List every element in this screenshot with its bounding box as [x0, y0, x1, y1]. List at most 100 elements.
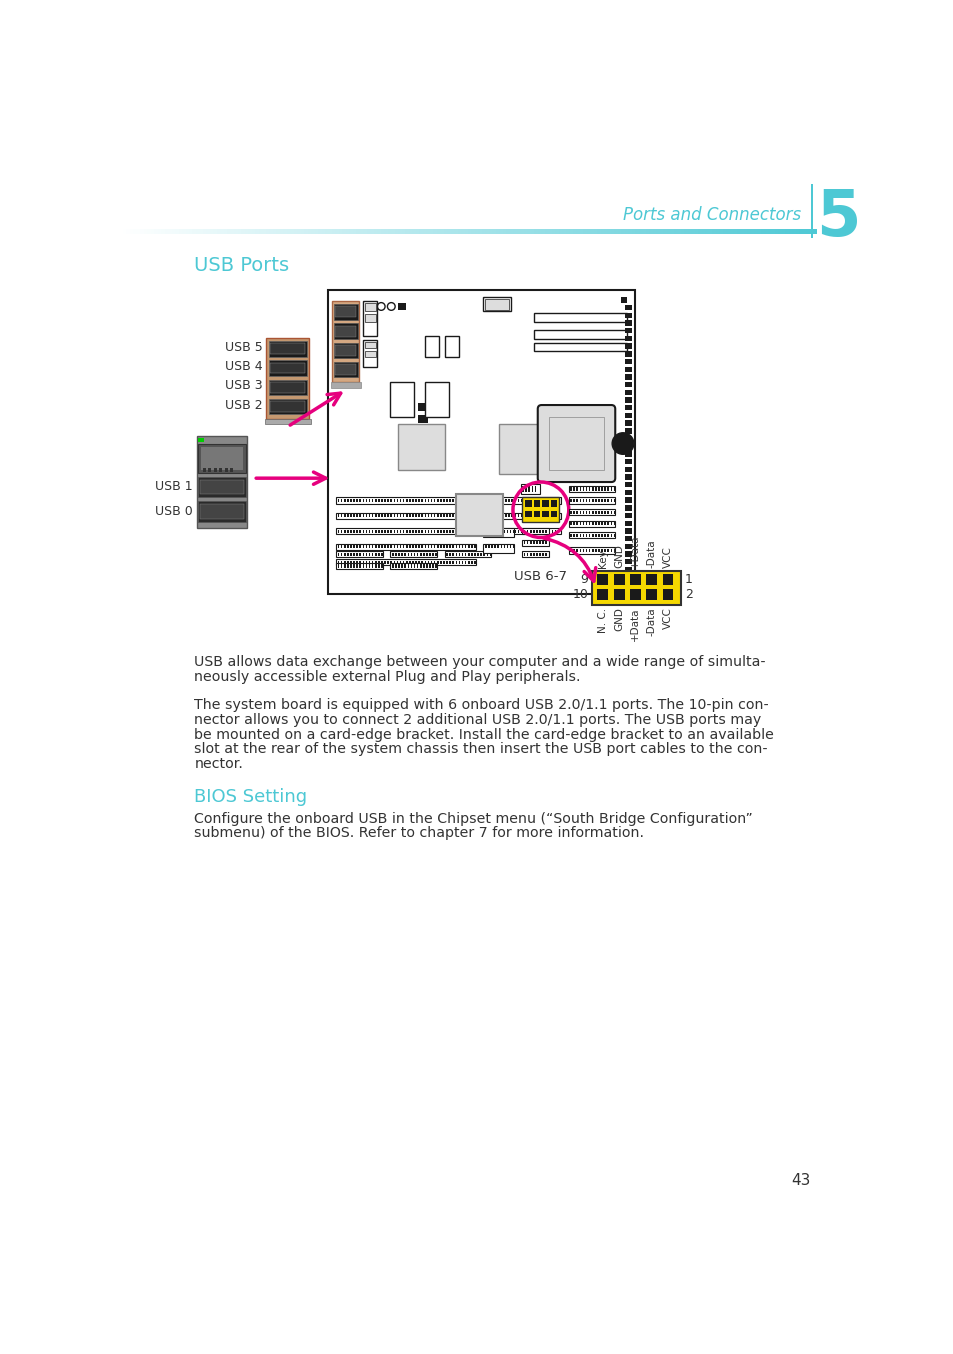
Bar: [424, 500, 426, 502]
Bar: [528, 486, 530, 492]
Bar: [795, 229, 799, 234]
Bar: [476, 529, 478, 533]
Bar: [458, 515, 459, 517]
Bar: [595, 523, 596, 525]
Bar: [624, 513, 631, 519]
Bar: [613, 574, 624, 585]
Bar: [624, 505, 631, 510]
Bar: [372, 529, 373, 533]
Bar: [753, 229, 757, 234]
Bar: [501, 500, 503, 502]
Bar: [523, 542, 525, 544]
Bar: [505, 515, 506, 517]
Bar: [746, 229, 750, 234]
Bar: [488, 529, 489, 533]
Bar: [542, 510, 548, 517]
Bar: [489, 529, 491, 533]
Bar: [199, 229, 203, 234]
Bar: [346, 229, 349, 234]
Bar: [573, 533, 575, 536]
Bar: [489, 500, 491, 502]
Bar: [375, 515, 376, 517]
Bar: [335, 326, 356, 337]
Bar: [415, 529, 416, 533]
Bar: [568, 520, 615, 527]
Bar: [409, 546, 410, 548]
Bar: [446, 500, 447, 502]
Bar: [262, 229, 266, 234]
Bar: [569, 229, 572, 234]
Bar: [416, 229, 418, 234]
Bar: [458, 546, 459, 548]
Bar: [359, 546, 360, 548]
Bar: [610, 533, 612, 536]
Bar: [719, 229, 721, 234]
Bar: [530, 229, 534, 234]
Bar: [337, 515, 339, 517]
Bar: [406, 561, 407, 563]
Bar: [480, 500, 481, 502]
Bar: [526, 552, 528, 556]
Bar: [369, 552, 370, 556]
Bar: [384, 529, 385, 533]
Bar: [377, 546, 379, 548]
Bar: [269, 399, 307, 414]
Bar: [418, 561, 419, 563]
Bar: [677, 229, 680, 234]
Bar: [431, 546, 432, 548]
Bar: [500, 546, 501, 548]
Bar: [468, 561, 469, 563]
Bar: [335, 563, 382, 569]
Bar: [347, 500, 348, 502]
Bar: [570, 510, 571, 513]
Bar: [523, 515, 525, 517]
Bar: [198, 439, 204, 441]
Bar: [597, 229, 599, 234]
Bar: [338, 229, 342, 234]
Bar: [397, 229, 401, 234]
Bar: [446, 529, 447, 533]
Bar: [402, 500, 404, 502]
Bar: [350, 515, 352, 517]
Bar: [199, 504, 244, 519]
Bar: [434, 546, 435, 548]
Bar: [715, 229, 719, 234]
Bar: [471, 229, 475, 234]
Bar: [369, 529, 370, 533]
Bar: [279, 229, 283, 234]
Bar: [595, 510, 596, 513]
Text: -Data: -Data: [646, 608, 656, 636]
Text: The system board is equipped with 6 onboard USB 2.0/1.1 ports. The 10-pin con-: The system board is equipped with 6 onbo…: [194, 699, 768, 712]
Bar: [381, 546, 382, 548]
Bar: [362, 515, 364, 517]
Bar: [481, 229, 485, 234]
Bar: [356, 515, 357, 517]
Bar: [544, 229, 548, 234]
Bar: [592, 500, 593, 502]
Bar: [645, 589, 657, 600]
Bar: [613, 548, 615, 552]
Bar: [551, 500, 553, 502]
Bar: [431, 515, 432, 517]
Bar: [436, 546, 438, 548]
Bar: [374, 229, 377, 234]
Bar: [534, 329, 626, 338]
Bar: [598, 548, 599, 552]
Bar: [513, 229, 517, 234]
Text: nector allows you to connect 2 additional USB 2.0/1.1 ports. The USB ports may: nector allows you to connect 2 additiona…: [194, 714, 760, 727]
Bar: [375, 552, 376, 556]
Bar: [353, 500, 355, 502]
Bar: [530, 515, 531, 517]
Bar: [474, 546, 476, 548]
Bar: [208, 468, 212, 473]
Circle shape: [367, 303, 375, 310]
Bar: [813, 229, 816, 234]
Bar: [337, 552, 339, 556]
Bar: [425, 336, 439, 357]
Bar: [788, 229, 792, 234]
Bar: [375, 500, 376, 502]
Bar: [401, 565, 402, 567]
Bar: [353, 561, 355, 563]
Bar: [670, 229, 673, 234]
Bar: [369, 546, 370, 548]
